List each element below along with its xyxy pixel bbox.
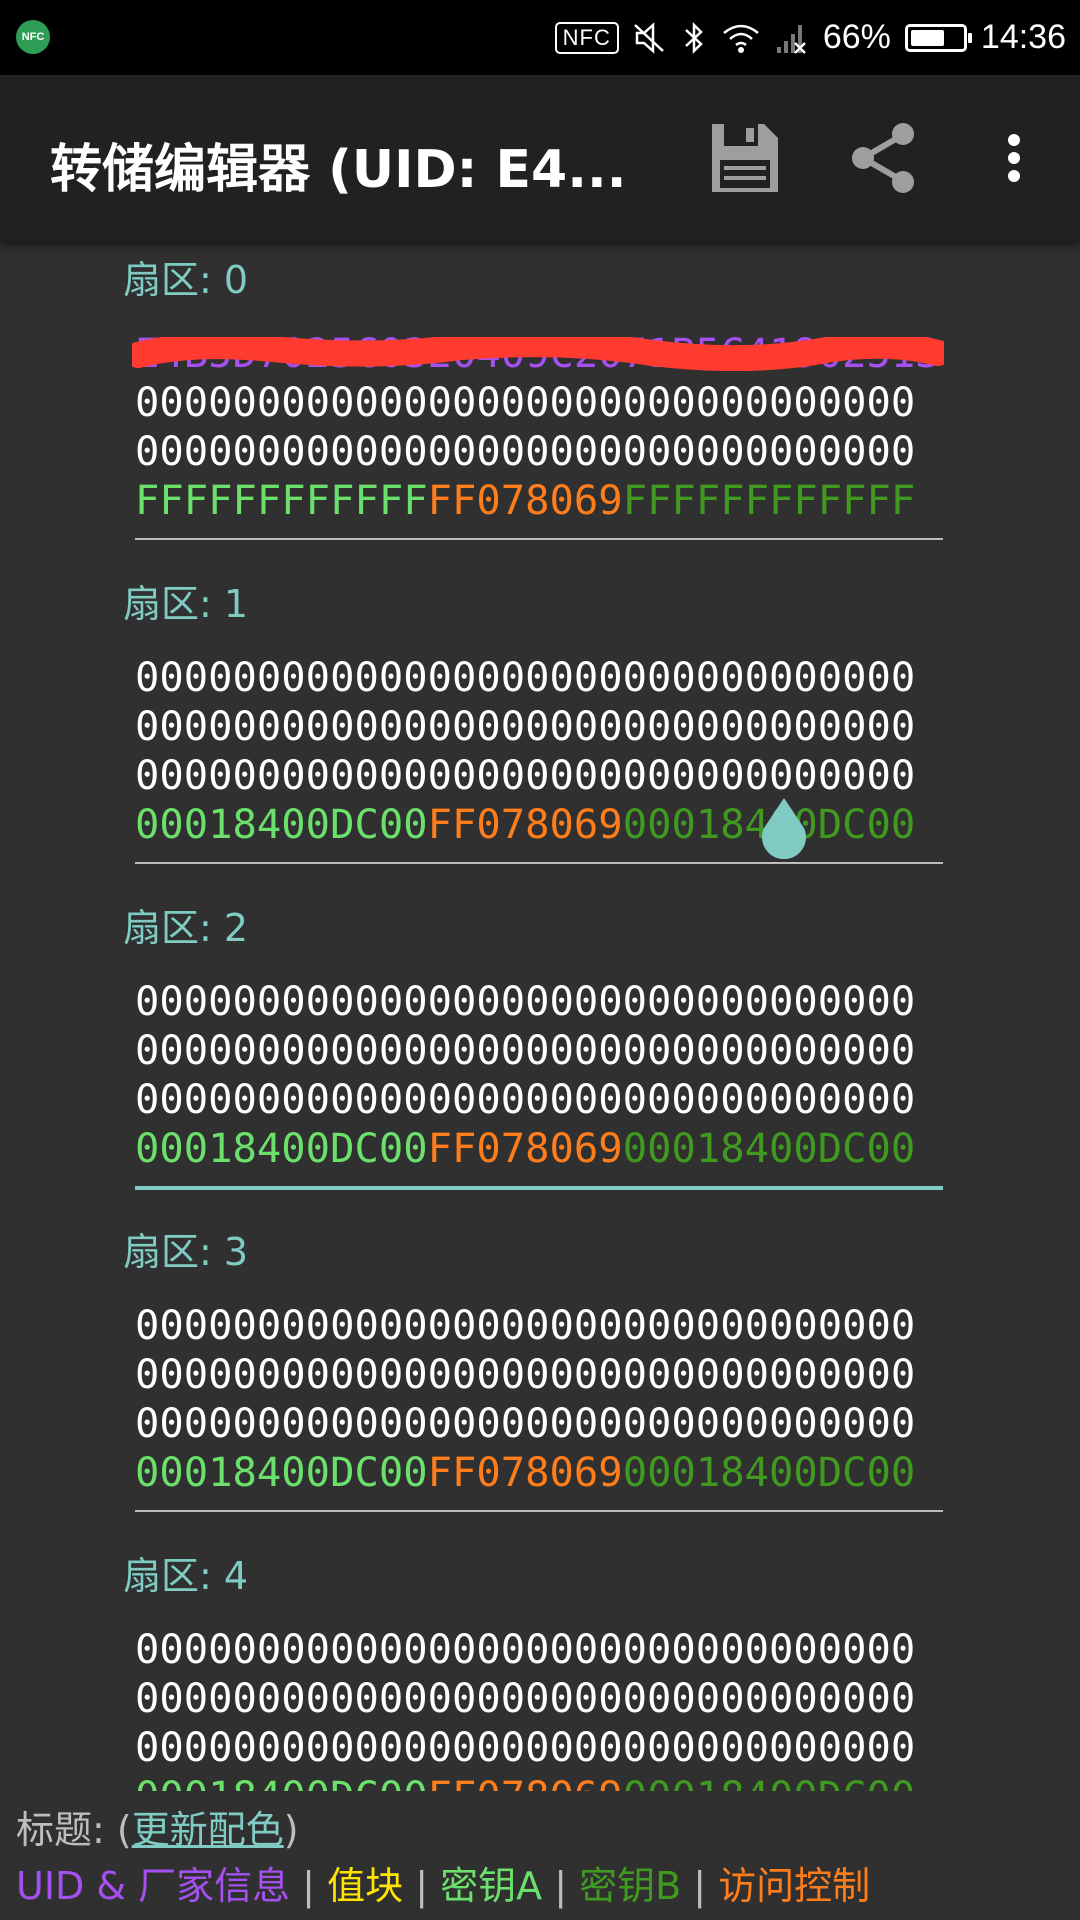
redaction-scribble bbox=[132, 337, 944, 371]
hex-data: 00000000000000000000000000000000 bbox=[135, 1075, 916, 1123]
block-row: 00000000000000000000000000000000 bbox=[135, 702, 943, 751]
sector-label: 扇区: 3 bbox=[123, 1230, 249, 1274]
hex-keyA: 00018400DC00 bbox=[135, 1124, 428, 1172]
block-row: 00000000000000000000000000000000 bbox=[135, 751, 943, 800]
legend-key-a: 密钥A bbox=[440, 1864, 543, 1908]
update-colors-link[interactable]: 更新配色 bbox=[131, 1808, 284, 1852]
block-row: 00018400DC00FF07806900018400DC00 bbox=[135, 800, 943, 849]
legend-value-block: 值块 bbox=[327, 1864, 404, 1908]
block-row: 00000000000000000000000000000000 bbox=[135, 1399, 943, 1448]
legend-caption: 标题: (更新配色) bbox=[16, 1808, 299, 1852]
mute-icon bbox=[633, 21, 664, 54]
legend-key-b: 密钥B bbox=[579, 1864, 682, 1908]
hex-data: 00000000000000000000000000000000 bbox=[135, 378, 916, 426]
status-icons: NFC 66% 14:36 bbox=[554, 0, 1066, 75]
sector-hex-field[interactable]: 00000000000000000000000000000000 00000000… bbox=[135, 653, 943, 849]
hex-keyB: 00018400DC00 bbox=[623, 1772, 916, 1791]
block-row: 00000000000000000000000000000000 bbox=[135, 653, 943, 702]
bluetooth-icon bbox=[684, 21, 703, 54]
sector-hex-field[interactable]: 00000000000000000000000000000000 00000000… bbox=[135, 1301, 943, 1497]
sector-2: 扇区: 2 00000000000000000000000000000000 000… bbox=[0, 889, 1080, 1213]
hex-data: 00000000000000000000000000000000 bbox=[135, 427, 916, 475]
dump-editor-list[interactable]: 扇区: 0 E4B5D7025C0320409C2071B5C41902513 00… bbox=[0, 241, 1080, 1791]
field-underline bbox=[135, 1186, 943, 1190]
nfc-status-icon: NFC bbox=[554, 21, 619, 54]
hex-acc: FF078069 bbox=[427, 800, 623, 848]
hex-keyA: 00018400DC00 bbox=[135, 800, 428, 848]
block-row: 00000000000000000000000000000000 bbox=[135, 1674, 943, 1723]
hex-data: 00000000000000000000000000000000 bbox=[135, 751, 916, 799]
block-row: 00000000000000000000000000000000 bbox=[135, 1625, 943, 1674]
share-icon[interactable] bbox=[845, 120, 921, 196]
hex-keyA: 00018400DC00 bbox=[135, 1448, 428, 1496]
hex-data: 00000000000000000000000000000000 bbox=[135, 702, 916, 750]
sector-hex-field[interactable]: 00000000000000000000000000000000 00000000… bbox=[135, 1625, 943, 1791]
text-cursor-handle[interactable] bbox=[752, 794, 816, 870]
block-row: 00000000000000000000000000000000 bbox=[135, 1026, 943, 1075]
page-title: 转储编辑器 (UID: E4... bbox=[50, 140, 627, 200]
legend-uid: UID & 厂家信息 bbox=[16, 1864, 291, 1908]
hex-data: 00000000000000000000000000000000 bbox=[135, 1301, 916, 1349]
hex-keyA: FFFFFFFFFFFF bbox=[135, 476, 428, 524]
hex-data: 00000000000000000000000000000000 bbox=[135, 1625, 916, 1673]
status-bar: NFC NFC 66% 14:36 bbox=[0, 0, 1080, 75]
block-row: 00018400DC00FF07806900018400DC00 bbox=[135, 1448, 943, 1497]
sector-label: 扇区: 2 bbox=[123, 906, 249, 950]
block-row: 00018400DC00FF07806900018400DC00 bbox=[135, 1124, 943, 1173]
hex-keyA: 00018400DC00 bbox=[135, 1772, 428, 1791]
sector-label: 扇区: 4 bbox=[123, 1554, 249, 1598]
block-row: 00000000000000000000000000000000 bbox=[135, 977, 943, 1026]
legend-access-control: 访问控制 bbox=[718, 1864, 871, 1908]
color-legend: 标题: (更新配色) UID & 厂家信息 | 值块 | 密钥A | 密钥B |… bbox=[0, 1791, 1080, 1920]
hex-data: 00000000000000000000000000000000 bbox=[135, 653, 916, 701]
field-underline bbox=[135, 1510, 943, 1512]
block-row: 00000000000000000000000000000000 bbox=[135, 1723, 943, 1772]
sector-4: 扇区: 4 00000000000000000000000000000000 000… bbox=[0, 1537, 1080, 1791]
hex-data: 00000000000000000000000000000000 bbox=[135, 977, 916, 1025]
legend-items: UID & 厂家信息 | 值块 | 密钥A | 密钥B | 访问控制 bbox=[16, 1864, 871, 1908]
hex-acc: FF078069 bbox=[427, 1448, 623, 1496]
block-row: 00000000000000000000000000000000 bbox=[135, 1350, 943, 1399]
nfc-notification-icon: NFC bbox=[16, 20, 50, 54]
block-row: 00000000000000000000000000000000 bbox=[135, 427, 943, 476]
app-toolbar: 转储编辑器 (UID: E4... bbox=[0, 75, 1080, 241]
block-row: 00000000000000000000000000000000 bbox=[135, 378, 943, 427]
save-icon[interactable] bbox=[706, 120, 782, 196]
battery-icon bbox=[904, 23, 972, 52]
hex-data: 00000000000000000000000000000000 bbox=[135, 1674, 916, 1722]
field-underline bbox=[135, 538, 943, 540]
hex-data: 00000000000000000000000000000000 bbox=[135, 1026, 916, 1074]
block-row: 00000000000000000000000000000000 bbox=[135, 1075, 943, 1124]
hex-data: 00000000000000000000000000000000 bbox=[135, 1399, 916, 1447]
clock: 14:36 bbox=[980, 18, 1066, 56]
hex-keyB: FFFFFFFFFFFF bbox=[622, 476, 916, 524]
battery-percent: 66% bbox=[822, 18, 891, 56]
block-row: 00018400DC00FF07806900018400DC00 bbox=[135, 1772, 943, 1791]
sector-label: 扇区: 1 bbox=[123, 582, 249, 626]
sector-label: 扇区: 0 bbox=[123, 258, 249, 302]
hex-keyB: 00018400DC00 bbox=[622, 1124, 916, 1172]
sector-hex-field[interactable]: 00000000000000000000000000000000 00000000… bbox=[135, 977, 943, 1173]
hex-acc: FF078069 bbox=[427, 1124, 623, 1172]
wifi-icon bbox=[723, 24, 759, 53]
block-row: 00000000000000000000000000000000 bbox=[135, 1301, 943, 1350]
hex-data: 00000000000000000000000000000000 bbox=[135, 1723, 916, 1771]
sector-0: 扇区: 0 E4B5D7025C0320409C2071B5C41902513 00… bbox=[0, 241, 1080, 565]
signal-no-service-icon bbox=[776, 24, 806, 54]
hex-acc: FF078069 bbox=[428, 1772, 623, 1791]
block-row: FFFFFFFFFFFFFF078069FFFFFFFFFFFF bbox=[135, 476, 943, 525]
more-vert-icon[interactable] bbox=[990, 120, 1038, 196]
hex-keyB: 00018400DC00 bbox=[622, 1448, 916, 1496]
sector-1: 扇区: 1 00000000000000000000000000000000 000… bbox=[0, 565, 1080, 889]
field-underline bbox=[135, 862, 943, 864]
hex-data: 00000000000000000000000000000000 bbox=[135, 1350, 916, 1398]
sector-3: 扇区: 3 00000000000000000000000000000000 000… bbox=[0, 1213, 1080, 1537]
hex-acc: FF078069 bbox=[427, 476, 623, 524]
